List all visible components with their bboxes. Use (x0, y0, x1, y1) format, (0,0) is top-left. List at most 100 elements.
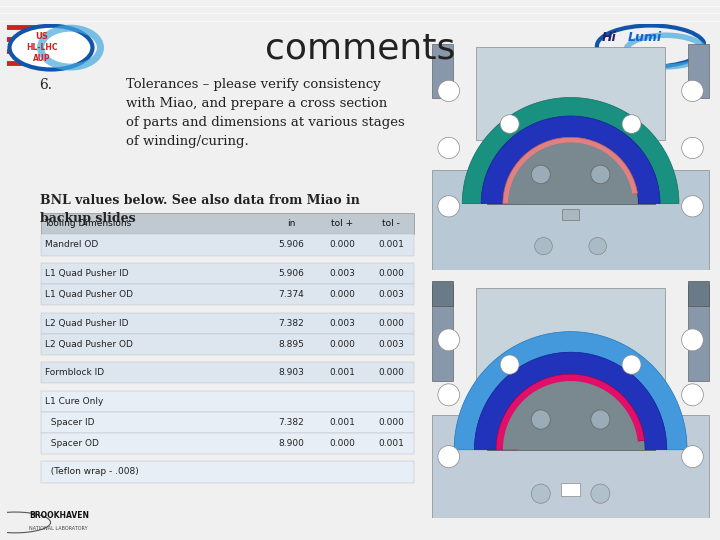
Text: 0.000: 0.000 (378, 269, 404, 278)
Polygon shape (508, 143, 633, 204)
Text: 5.906: 5.906 (278, 269, 304, 278)
Text: (Teflon wrap - .008): (Teflon wrap - .008) (45, 468, 138, 476)
FancyBboxPatch shape (42, 412, 414, 433)
Circle shape (535, 238, 552, 255)
Text: 0.000: 0.000 (329, 439, 355, 448)
Text: 0.003: 0.003 (329, 269, 355, 278)
Text: 0.000: 0.000 (329, 340, 355, 349)
Text: Tolerances – please verify consistency
with Miao, and prepare a cross section
of: Tolerances – please verify consistency w… (126, 78, 405, 148)
Text: 0.000: 0.000 (378, 418, 404, 427)
Text: 7.382: 7.382 (278, 418, 304, 427)
Text: L2 Quad Pusher ID: L2 Quad Pusher ID (45, 319, 128, 328)
Text: L2 Quad Pusher OD: L2 Quad Pusher OD (45, 340, 132, 349)
FancyBboxPatch shape (42, 461, 414, 483)
Circle shape (622, 355, 641, 374)
FancyBboxPatch shape (433, 171, 708, 270)
FancyBboxPatch shape (433, 285, 453, 381)
Text: 0.001: 0.001 (329, 418, 355, 427)
Text: L1 Cure Only: L1 Cure Only (45, 397, 103, 406)
Circle shape (682, 329, 703, 351)
FancyBboxPatch shape (42, 334, 414, 355)
Text: Formblock ID: Formblock ID (45, 368, 104, 377)
Text: Lumi: Lumi (628, 31, 662, 44)
Circle shape (622, 115, 641, 133)
FancyBboxPatch shape (688, 285, 708, 381)
Polygon shape (462, 98, 679, 204)
Circle shape (682, 446, 703, 468)
FancyBboxPatch shape (688, 44, 708, 98)
Circle shape (438, 446, 459, 468)
FancyBboxPatch shape (433, 44, 453, 98)
Circle shape (682, 384, 703, 406)
Circle shape (682, 80, 703, 102)
Text: in: in (287, 219, 295, 228)
FancyBboxPatch shape (42, 263, 414, 284)
FancyBboxPatch shape (433, 281, 453, 306)
Text: 0.000: 0.000 (329, 240, 355, 249)
Text: HL-LHC: HL-LHC (26, 43, 58, 52)
FancyBboxPatch shape (433, 415, 708, 518)
FancyBboxPatch shape (487, 137, 654, 204)
Text: AUP: AUP (33, 54, 50, 63)
FancyBboxPatch shape (688, 281, 708, 306)
Polygon shape (503, 137, 637, 204)
Text: Spacer ID: Spacer ID (45, 418, 94, 427)
Text: Mandrel OD: Mandrel OD (45, 240, 98, 249)
Polygon shape (526, 156, 616, 195)
FancyBboxPatch shape (476, 47, 665, 140)
Text: BNL values below. See also data from Miao in
backup slides: BNL values below. See also data from Mia… (40, 194, 359, 225)
FancyBboxPatch shape (42, 390, 414, 412)
Text: 7.374: 7.374 (278, 290, 304, 299)
Circle shape (438, 329, 459, 351)
Text: 0.003: 0.003 (378, 290, 404, 299)
Polygon shape (481, 116, 660, 204)
Text: 6.: 6. (40, 78, 53, 92)
Text: 0.001: 0.001 (329, 368, 355, 377)
Polygon shape (454, 332, 687, 450)
FancyBboxPatch shape (561, 483, 580, 496)
Circle shape (500, 115, 519, 133)
Circle shape (531, 410, 550, 429)
Circle shape (500, 355, 519, 374)
Text: tol -: tol - (382, 219, 400, 228)
Text: 8.900: 8.900 (278, 439, 304, 448)
Text: 7.382: 7.382 (278, 319, 304, 328)
FancyBboxPatch shape (487, 381, 654, 450)
Circle shape (438, 384, 459, 406)
Text: 0.003: 0.003 (378, 340, 404, 349)
Polygon shape (521, 396, 620, 440)
Text: Spacer OD: Spacer OD (45, 439, 99, 448)
Circle shape (591, 165, 610, 184)
Text: 0.003: 0.003 (329, 319, 355, 328)
Circle shape (591, 410, 610, 429)
Text: Tooling Dimensions: Tooling Dimensions (45, 219, 132, 228)
Text: NATIONAL LABORATORY: NATIONAL LABORATORY (30, 526, 88, 531)
Polygon shape (503, 381, 639, 450)
Polygon shape (508, 143, 633, 204)
Ellipse shape (9, 26, 92, 70)
Circle shape (589, 238, 606, 255)
Text: 8.903: 8.903 (278, 368, 304, 377)
FancyBboxPatch shape (476, 288, 665, 384)
FancyBboxPatch shape (42, 284, 414, 305)
Text: 0.000: 0.000 (378, 319, 404, 328)
FancyBboxPatch shape (42, 234, 414, 255)
Text: 5.906: 5.906 (278, 240, 304, 249)
Text: Hi: Hi (602, 31, 616, 44)
FancyBboxPatch shape (42, 362, 414, 383)
FancyBboxPatch shape (42, 213, 414, 234)
Text: HL-LHC PROJECT: HL-LHC PROJECT (602, 52, 654, 57)
Text: L1 Quad Pusher ID: L1 Quad Pusher ID (45, 269, 128, 278)
Text: 0.001: 0.001 (378, 240, 404, 249)
Text: 8.895: 8.895 (278, 340, 304, 349)
Circle shape (531, 165, 550, 184)
Text: 0.000: 0.000 (329, 290, 355, 299)
FancyBboxPatch shape (562, 209, 579, 220)
FancyBboxPatch shape (42, 313, 414, 334)
Text: tol +: tol + (331, 219, 353, 228)
Text: comments: comments (265, 31, 455, 65)
Circle shape (438, 137, 459, 159)
Text: US: US (35, 32, 48, 41)
Circle shape (438, 195, 459, 217)
Polygon shape (474, 352, 667, 450)
